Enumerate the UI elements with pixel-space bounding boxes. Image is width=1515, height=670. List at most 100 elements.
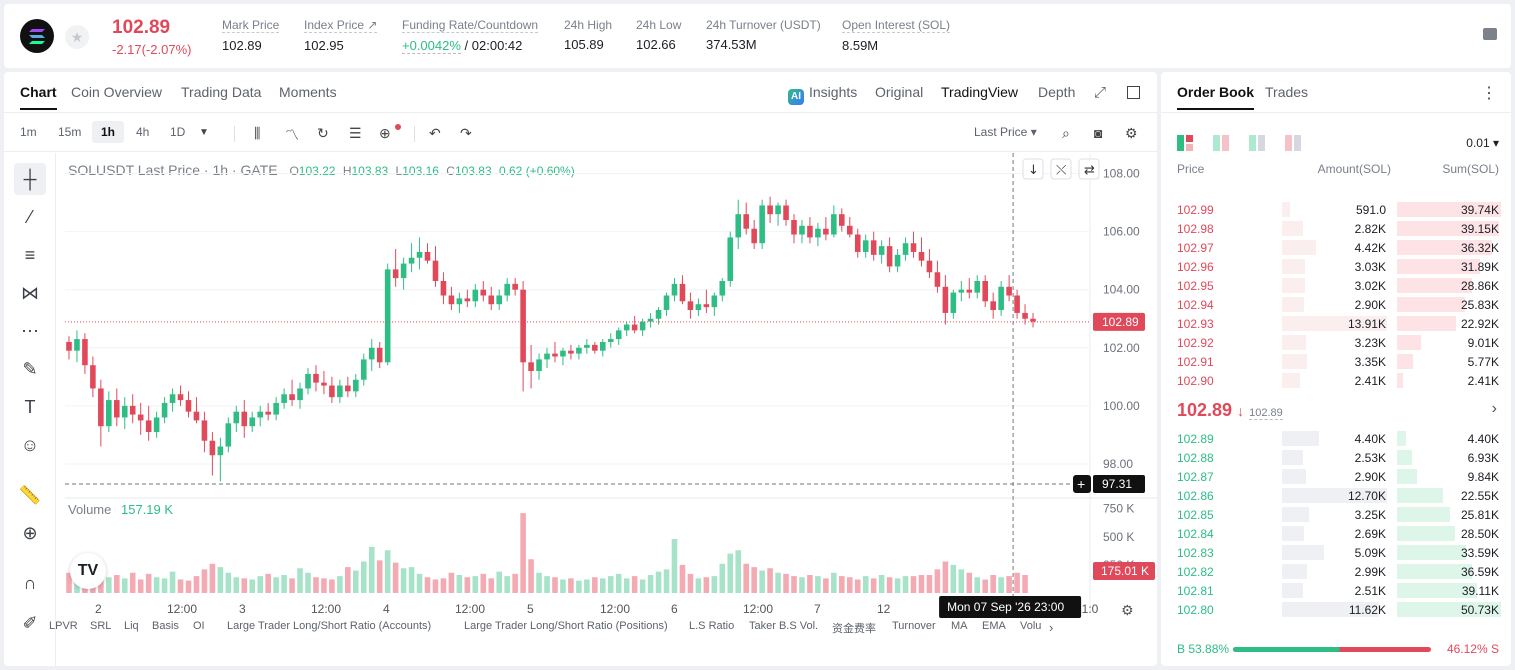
template-icon[interactable]: ☰ [349,125,362,141]
tab-coin-overview[interactable]: Coin Overview [71,84,163,100]
expand-icon[interactable]: ⤢ [1094,84,1107,101]
view-asks-icon[interactable] [1285,135,1303,151]
indicator-funding[interactable]: 资金费率 [832,623,876,635]
ask-row[interactable]: 102.92 3.23K 9.01K [1161,333,1511,352]
indicator-turnover[interactable]: Turnover [892,620,936,632]
timeframe-1m[interactable]: 1m [20,125,37,139]
candle-body [783,205,789,220]
ask-row[interactable]: 102.94 2.90K 25.83K [1161,295,1511,314]
price-type-select[interactable]: Last Price ▾ [974,125,1037,139]
bid-row[interactable]: 102.82 2.99K 36.59K [1161,562,1511,581]
view-both-icon[interactable] [1177,135,1195,151]
indicator-ema[interactable]: EMA [982,620,1006,632]
timeframe-4h[interactable]: 4h [136,125,150,139]
bid-row[interactable]: 102.80 11.62K 50.73K [1161,600,1511,619]
book-icon[interactable] [1483,28,1497,40]
indicator-lt-accounts[interactable]: Large Trader Long/Short Ratio (Accounts) [227,620,432,632]
tab-order-book[interactable]: Order Book [1177,84,1255,110]
header-sum: Sum(SOL) [1442,162,1499,176]
timeframe-1h[interactable]: 1h [92,121,125,143]
ticker-header: ★ 102.89 -2.17(-2.07%) Mark Price 102.89… [4,4,1511,68]
bid-row[interactable]: 102.81 2.51K 39.11K [1161,581,1511,600]
chevron-right-icon[interactable]: › [1049,620,1054,635]
ask-row[interactable]: 102.93 13.91K 22.92K [1161,314,1511,333]
view-bids-icon[interactable] [1249,135,1267,151]
indicator-srl[interactable]: SRL [90,620,112,632]
indicator-lpvr[interactable]: LPVR [49,620,78,632]
ask-row[interactable]: 102.95 3.02K 28.86K [1161,276,1511,295]
window-icon[interactable] [1127,86,1140,99]
zoom-in-icon[interactable]: ⊕ [22,523,38,543]
candlestick-chart[interactable]: 108.00 106.00 104.00 102.00 100.00 98.00 750 K… [57,153,1157,666]
emoji-icon[interactable]: ☺ [20,435,40,455]
trendline-icon[interactable]: ⁄ [28,207,32,227]
pattern-icon[interactable]: ⋈ [21,283,39,303]
pencil-lock-icon[interactable]: ✐ [22,613,38,633]
horizontal-lines-icon[interactable]: ≡ [24,245,36,265]
tab-original[interactable]: Original [875,84,924,100]
bid-row[interactable]: 102.83 5.09K 33.59K [1161,543,1511,562]
tab-trades[interactable]: Trades [1265,84,1309,100]
tab-moments[interactable]: Moments [279,84,337,100]
bid-row[interactable]: 102.85 3.25K 25.81K [1161,505,1511,524]
magnet-icon[interactable]: ∩ [23,573,37,593]
timeframe-1d[interactable]: 1D [170,125,186,139]
tradingview-logo-icon[interactable]: TV [70,553,106,589]
ask-row[interactable]: 102.91 3.35K 5.77K [1161,352,1511,371]
x-tick-label: 2 [95,602,102,616]
tab-chart[interactable]: Chart [20,84,57,110]
refresh-icon[interactable]: ↻ [317,125,329,141]
bid-row[interactable]: 102.84 2.69K 28.50K [1161,524,1511,543]
settings-gear-icon[interactable]: ⚙ [1125,125,1138,141]
add-indicator-icon[interactable]: ⊕ [379,125,391,141]
redo-icon[interactable]: ↷ [460,125,472,141]
search-icon[interactable]: ⌕ [1062,125,1070,141]
undo-icon[interactable]: ↶ [429,125,441,141]
bid-row[interactable]: 102.88 2.53K 6.93K [1161,448,1511,467]
mid-price[interactable]: 102.89 ↓ 102.89 [1177,400,1283,420]
tab-trading-data[interactable]: Trading Data [181,84,262,100]
camera-icon[interactable]: ◙ [1094,125,1103,141]
candle-body [74,339,80,351]
indicator-taker-vol[interactable]: Taker B.S Vol. [749,620,819,632]
tick-size-select[interactable]: 0.01 ▾ [1466,136,1499,150]
favorite-star-icon[interactable]: ★ [65,25,89,49]
chevron-right-icon[interactable]: › [1491,400,1497,417]
text-tool-icon[interactable]: T [24,397,36,417]
fib-icon[interactable]: ⋯ [21,321,39,341]
candle-body [815,228,821,238]
view-depth-icon[interactable] [1213,135,1231,151]
indicator-volume[interactable]: Volu [1020,620,1042,632]
ask-row[interactable]: 102.98 2.82K 39.15K [1161,219,1511,238]
candle-body [568,350,574,354]
ask-amount: 2.90K [1354,298,1386,312]
indicator-lt-positions[interactable]: Large Trader Long/Short Ratio (Positions… [464,620,668,632]
indicator-basis[interactable]: Basis [152,620,179,632]
ask-amount: 3.23K [1354,336,1386,350]
timeframe-15m[interactable]: 15m [58,125,82,139]
indicator-icon[interactable]: 〽 [285,127,299,143]
indicator-liq[interactable]: Liq [124,620,139,632]
ask-row[interactable]: 102.99 591.0 39.74K [1161,200,1511,219]
candle-type-icon[interactable]: ⫼ [254,125,261,141]
insights-button[interactable]: AI Insights [788,84,857,105]
indicator-oi[interactable]: OI [193,620,205,632]
ask-row[interactable]: 102.90 2.41K 2.41K [1161,371,1511,390]
ask-row[interactable]: 102.97 4.42K 36.32K [1161,238,1511,257]
more-vertical-icon[interactable]: ⋮ [1481,85,1497,102]
ask-row[interactable]: 102.96 3.03K 31.89K [1161,257,1511,276]
stat-index-price[interactable]: Index Price ↗ 102.95 [304,18,378,53]
chevron-down-icon[interactable]: ▼ [199,127,209,138]
volume-bar [345,567,351,593]
bid-row[interactable]: 102.87 2.90K 9.84K [1161,467,1511,486]
tab-depth[interactable]: Depth [1038,84,1076,100]
candle-body [281,394,287,403]
ruler-icon[interactable]: 📏 [18,485,42,505]
indicator-ls-ratio[interactable]: L.S Ratio [689,620,735,632]
tab-tradingview[interactable]: TradingView [941,84,1019,100]
crosshair-icon[interactable]: ┼ [14,163,46,195]
brush-icon[interactable]: ✎ [22,359,38,379]
bid-row[interactable]: 102.89 4.40K 4.40K [1161,429,1511,448]
bid-row[interactable]: 102.86 12.70K 22.55K [1161,486,1511,505]
indicator-ma[interactable]: MA [951,620,968,632]
